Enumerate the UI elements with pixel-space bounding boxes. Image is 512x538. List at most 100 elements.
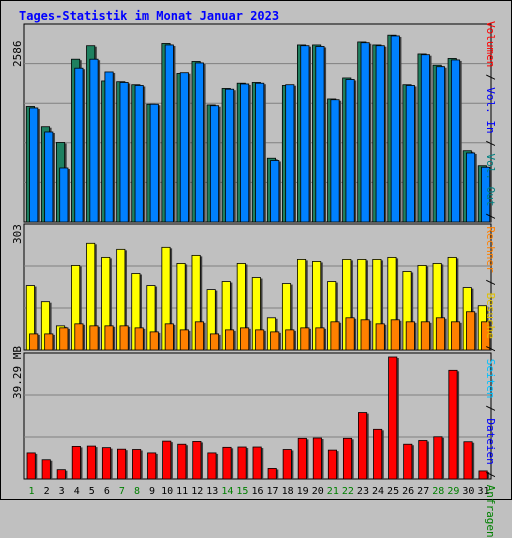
bar-volumen-day-6 [101,447,112,480]
bar-volumen-day-23 [358,412,368,480]
day-label-2: 2 [44,486,50,497]
bottom-panel-max-label: 39.29 MB [11,346,24,399]
right-legend: Volumen / Vol. In / Vol. Out / Rechner /… [484,21,497,538]
bar-dateien-day-22 [345,79,355,223]
bar-dateien-day-19 [300,45,310,223]
bar-rechner-day-15 [240,327,250,351]
bar-volumen-day-5 [86,445,96,480]
day-label-24: 24 [372,486,384,497]
bar-dateien-day-10 [164,44,174,223]
day-label-16: 16 [251,486,263,497]
day-label-19: 19 [297,486,309,497]
legend-segment-3: / [484,133,497,154]
bar-dateien-day-31 [481,166,491,223]
legend-segment-14: Anfragen [484,484,497,538]
day-label-26: 26 [402,486,414,497]
bar-dateien-day-20 [315,46,325,223]
bar-rechner-day-18 [285,329,295,351]
bar-dateien-day-14 [225,88,235,223]
bar-volumen-day-31 [478,470,488,480]
bar-volumen-day-11 [177,443,187,480]
bar-rechner-day-31 [481,321,491,351]
bar-dateien-day-3 [59,167,69,223]
bar-dateien-day-16 [255,82,265,223]
bar-rechner-day-3 [59,327,69,351]
day-label-17: 17 [267,486,279,497]
bar-dateien-day-21 [330,99,340,223]
bar-volumen-day-13 [207,452,217,480]
page-title: Tages-Statistik im Monat Januar 2023 [19,9,280,23]
bar-rechner-day-5 [89,325,99,351]
day-label-10: 10 [161,486,173,497]
bar-rechner-day-30 [466,311,476,351]
bar-volumen-day-12 [192,441,202,480]
day-label-21: 21 [327,486,339,497]
bar-volumen-day-8 [132,449,142,480]
middle-panel-max-label: 303 [11,224,24,244]
day-label-12: 12 [191,486,203,497]
day-label-6: 6 [104,486,110,497]
legend-segment-9: / [484,338,497,359]
top-panel-max-label: 2586 [11,40,24,68]
bar-rechner-day-1 [29,333,39,351]
bar-dateien-day-28 [435,66,446,223]
bar-dateien-day-8 [134,85,144,223]
bar-rechner-day-22 [345,317,355,351]
bar-dateien-day-13 [209,105,220,223]
day-label-4: 4 [74,486,80,497]
day-label-3: 3 [59,486,65,497]
bar-dateien-day-30 [466,152,476,223]
bar-volumen-day-21 [327,449,337,480]
bar-rechner-day-25 [390,319,400,351]
bar-rechner-day-24 [375,323,385,351]
legend-segment-10: Seiten [484,358,497,399]
day-label-28: 28 [432,486,444,497]
bar-rechner-day-29 [450,321,461,351]
legend-segment-6: Rechner [484,226,497,273]
bar-rechner-day-17 [270,331,280,351]
bar-rechner-day-21 [330,321,340,351]
day-label-13: 13 [206,486,218,497]
legend-segment-4: Vol. Out [484,153,497,207]
bar-volumen-day-25 [388,356,398,480]
bar-rechner-day-11 [179,329,189,351]
bar-rechner-day-19 [300,327,310,351]
bar-volumen-day-3 [56,469,66,480]
bar-rechner-day-14 [225,329,235,351]
day-label-7: 7 [119,486,125,497]
bar-rechner-day-7 [119,325,129,351]
day-label-14: 14 [221,486,233,497]
bar-volumen-day-20 [312,437,322,480]
day-label-20: 20 [312,486,324,497]
day-label-23: 23 [357,486,369,497]
bar-dateien-day-26 [405,85,415,223]
day-label-11: 11 [176,486,188,497]
bar-rechner-day-2 [44,333,54,351]
bar-volumen-day-29 [448,369,458,480]
bar-rechner-day-6 [104,325,114,351]
bar-dateien-day-25 [390,35,400,223]
bar-dateien-day-6 [104,71,114,223]
legend-segment-13: / [484,464,497,485]
bar-volumen-day-14 [222,446,232,480]
bar-rechner-day-23 [360,319,370,351]
bar-rechner-day-16 [255,329,265,351]
bar-rechner-day-26 [405,321,415,351]
bar-dateien-day-24 [375,45,385,223]
bar-dateien-day-4 [74,67,84,223]
legend-segment-8: Besuche [484,292,497,339]
bar-dateien-day-11 [179,72,189,223]
day-label-9: 9 [149,486,155,497]
day-label-8: 8 [134,486,140,497]
day-label-1: 1 [29,486,35,497]
bar-dateien-day-9 [149,103,159,223]
bar-rechner-day-12 [194,321,204,351]
bar-dateien-day-1 [29,107,39,223]
bar-volumen-day-7 [117,448,127,480]
bar-volumen-day-9 [147,452,157,480]
day-label-18: 18 [282,486,294,497]
bar-volumen-day-30 [463,441,473,480]
bar-dateien-day-29 [450,59,461,223]
bar-volumen-day-4 [71,445,81,480]
day-label-31: 31 [477,486,489,497]
